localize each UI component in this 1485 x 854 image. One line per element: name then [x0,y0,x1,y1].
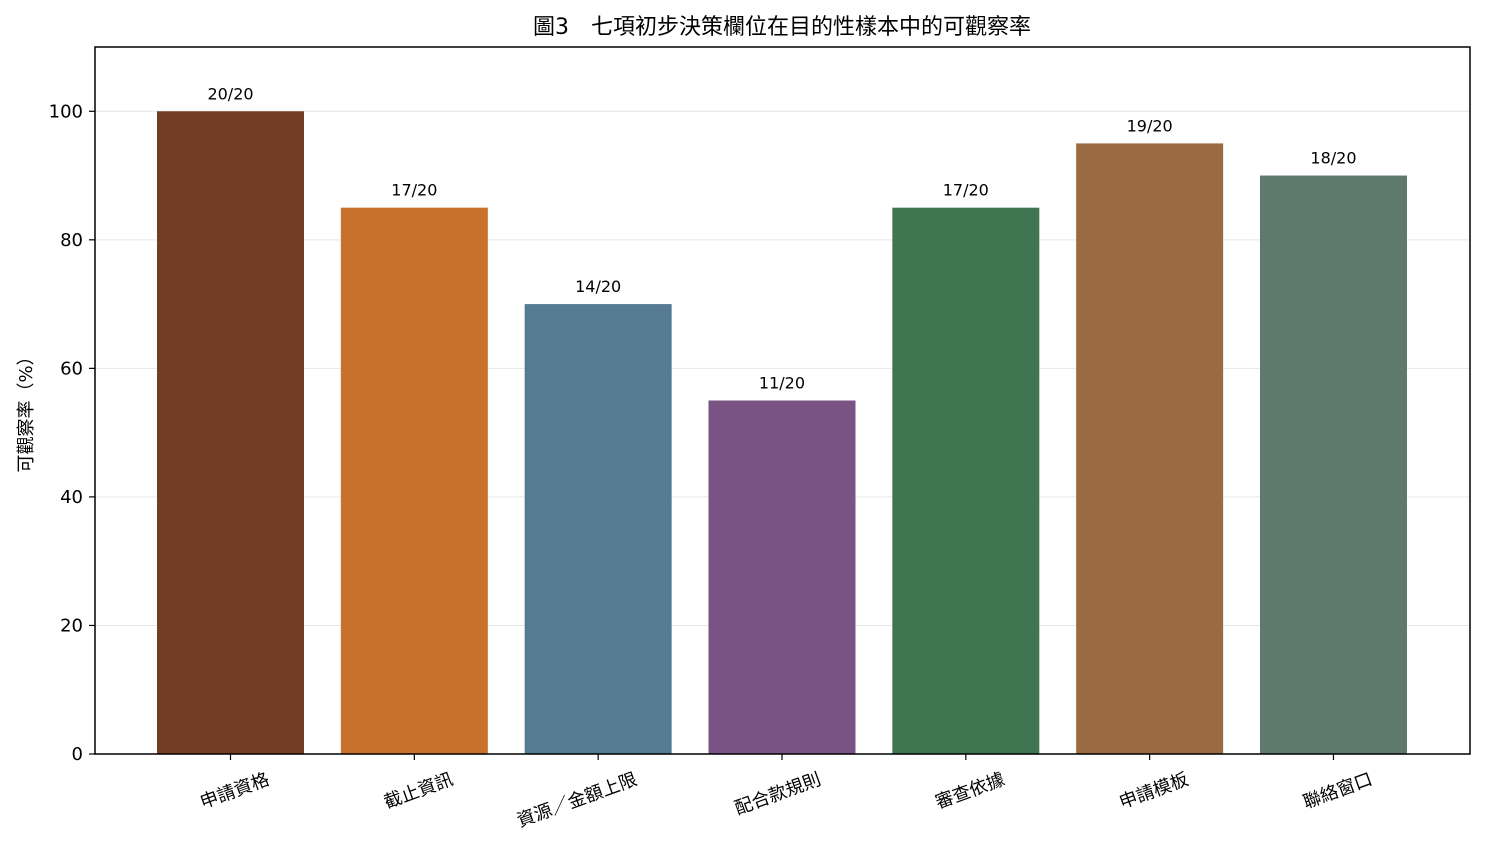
data-label: 14/20 [575,277,621,296]
grid-lines [95,110,1470,626]
bar [340,207,488,754]
y-tick-label: 60 [60,358,83,379]
x-tick-label: 資源／金額上限 [514,769,640,832]
data-labels: 20/20 17/20 14/20 11/20 17/20 19/20 18/20 [207,84,1356,392]
x-axis-ticks: 申請資格 截止資訊 資源／金額上限 配合款規則 審查依據 申請模板 聯絡窗口 [197,754,1375,832]
y-tick-label: 100 [49,101,83,122]
x-tick-label: 截止資訊 [381,769,456,813]
x-tick-label: 申請資格 [197,769,272,813]
bars [157,111,1407,755]
y-tick-label: 0 [72,744,83,765]
bar [524,304,672,754]
data-label: 17/20 [391,181,437,200]
y-axis-label: 可觀察率（%） [16,347,37,472]
data-label: 11/20 [759,374,805,393]
x-tick-label: 審查依據 [933,769,1008,813]
bar [892,207,1040,754]
y-tick-label: 20 [60,615,83,636]
y-axis-ticks: 0 20 40 60 80 100 [49,101,95,765]
data-label: 17/20 [943,181,989,200]
data-label: 19/20 [1127,116,1173,135]
y-tick-label: 80 [60,230,83,251]
chart-title: 圖3 七項初步決策欄位在目的性樣本中的可觀察率 [533,15,1031,40]
bar [708,400,856,754]
y-tick-label: 40 [60,487,83,508]
x-tick-label: 配合款規則 [732,769,824,820]
x-tick-label: 申請模板 [1117,769,1192,813]
bar [157,111,304,755]
data-label: 20/20 [207,84,253,103]
bar [1259,175,1407,754]
data-label: 18/20 [1310,149,1356,168]
bar [1076,143,1224,755]
x-tick-label: 聯絡窗口 [1300,769,1375,813]
